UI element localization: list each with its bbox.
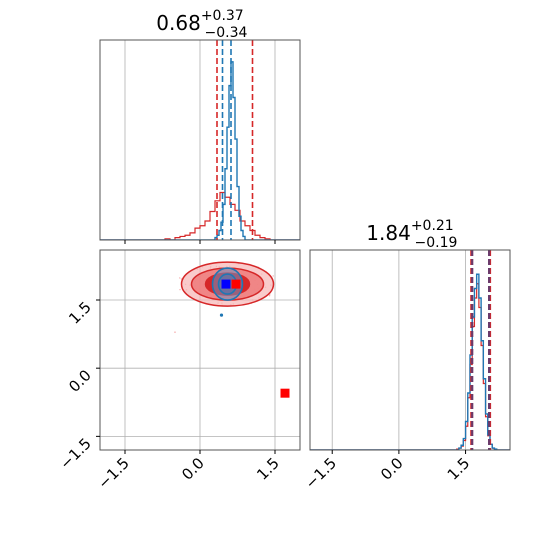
title-upper: +0.21 bbox=[411, 218, 454, 234]
sample-point bbox=[272, 275, 274, 277]
histogram-red bbox=[100, 191, 300, 240]
truth-marker bbox=[221, 279, 231, 289]
x-tick-label-param-0: 0.0 bbox=[178, 454, 208, 484]
sample-point bbox=[268, 295, 271, 297]
title-lower: −0.19 bbox=[415, 235, 458, 251]
tick-marks bbox=[96, 299, 276, 454]
y-tick-label-param-1: 1.5 bbox=[65, 298, 95, 328]
title-value: 1.84 bbox=[366, 221, 411, 245]
axes-frame bbox=[309, 249, 511, 451]
x-tick-label-param-1: 0.0 bbox=[377, 454, 407, 484]
truth-marker-red bbox=[231, 279, 241, 289]
sample-point bbox=[174, 331, 176, 333]
histogram-blue bbox=[310, 273, 510, 450]
title-value: 0.68 bbox=[156, 11, 201, 35]
histogram-blue bbox=[100, 61, 300, 240]
panel-hist-param-0: 0.68+0.37 −0.34 bbox=[99, 8, 301, 244]
tick-marks bbox=[124, 240, 276, 244]
panel-2d-param-0-vs-1 bbox=[96, 249, 301, 454]
grid-lines bbox=[331, 250, 466, 450]
sample-point bbox=[179, 277, 181, 279]
reference-marker bbox=[280, 388, 290, 398]
y-tick-label-param-1: 0.0 bbox=[65, 366, 95, 396]
tick-marks bbox=[331, 450, 467, 454]
grid-lines bbox=[124, 40, 276, 240]
tick-labels: −1.5 0.0 1.5 −1.5 0.0 1.5 −1.5 0.0 1.5 bbox=[56, 298, 473, 492]
x-tick-label-param-0: 1.5 bbox=[253, 454, 283, 484]
title-param-0: 0.68+0.37 bbox=[156, 8, 243, 35]
y-tick-label-param-1: −1.5 bbox=[56, 434, 94, 472]
title-upper: +0.37 bbox=[201, 8, 244, 24]
title-param-1: 1.84+0.21 bbox=[366, 218, 453, 245]
panel-hist-param-1: 1.84+0.21 −0.19 bbox=[309, 218, 511, 454]
quantile-lines bbox=[216, 40, 254, 240]
x-tick-label-param-0: −1.5 bbox=[94, 454, 132, 492]
histogram-red bbox=[310, 283, 510, 450]
sample-point bbox=[219, 313, 224, 317]
title-lower: −0.34 bbox=[205, 25, 248, 41]
x-tick-label-param-1: −1.5 bbox=[302, 454, 340, 492]
sample-point bbox=[179, 288, 181, 291]
quantile-lines bbox=[470, 250, 492, 450]
x-tick-label-param-1: 1.5 bbox=[444, 454, 474, 484]
